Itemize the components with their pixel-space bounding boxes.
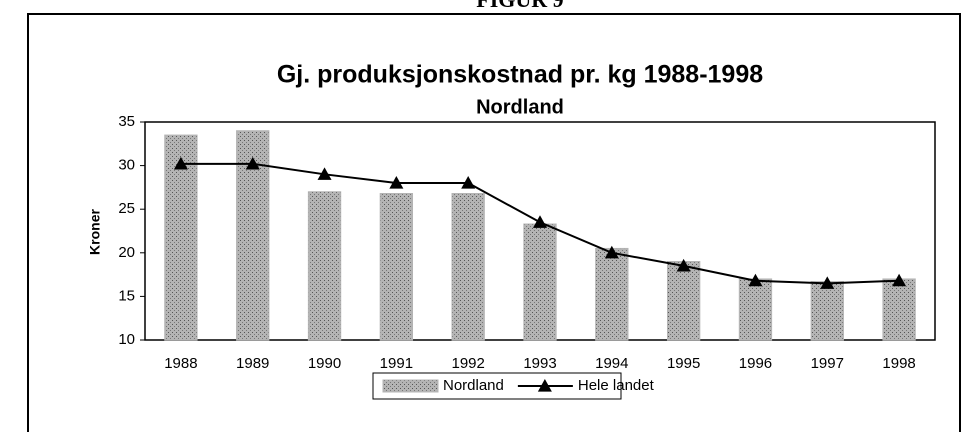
line-marker	[173, 156, 188, 170]
line-marker	[604, 245, 619, 259]
bar	[810, 281, 844, 341]
x-tick-label: 1991	[380, 355, 413, 372]
y-tick-label: 20	[118, 244, 135, 261]
bar	[523, 223, 557, 341]
bar	[595, 247, 629, 341]
y-axis-label: Kroner	[87, 209, 103, 255]
line-marker	[892, 273, 907, 287]
line-marker	[245, 156, 260, 170]
bar	[451, 193, 485, 341]
legend-label: Hele landet	[578, 377, 655, 394]
line-marker	[676, 258, 691, 272]
line-marker	[317, 167, 332, 180]
line-marker	[533, 215, 547, 228]
x-tick-label: 1993	[523, 355, 556, 372]
bar	[379, 193, 414, 341]
line-marker	[389, 176, 404, 189]
x-tick-label: 1989	[236, 355, 269, 372]
legend-label: Nordland	[443, 377, 504, 394]
x-tick-label: 1988	[164, 355, 197, 372]
y-tick-label: 30	[118, 157, 135, 174]
chart-subtitle: Nordland	[476, 96, 564, 118]
line-marker	[820, 276, 835, 289]
legend-swatch	[382, 379, 439, 393]
x-tick-label: 1996	[739, 355, 772, 372]
bar	[666, 261, 701, 341]
x-tick-label: 1994	[595, 355, 628, 372]
y-tick-label: 10	[118, 331, 135, 348]
frame	[27, 13, 961, 432]
x-tick-label: 1998	[882, 355, 915, 372]
y-tick-label: 35	[118, 113, 135, 130]
bar	[307, 191, 342, 341]
y-tick-label: 25	[118, 200, 135, 217]
line-marker	[748, 273, 763, 287]
bar	[882, 278, 916, 341]
figure-label: FIGUR 9	[476, 0, 563, 12]
chart-title: Gj. produksjonskostnad pr. kg 1988-1998	[277, 61, 763, 89]
x-tick-label: 1995	[667, 355, 700, 372]
x-tick-label: 1997	[811, 355, 844, 372]
bar	[738, 278, 773, 341]
y-tick-label: 15	[118, 287, 135, 304]
legend-swatch	[537, 379, 552, 392]
x-tick-label: 1990	[308, 355, 341, 372]
x-tick-label: 1992	[451, 355, 484, 372]
line-marker	[461, 176, 476, 189]
